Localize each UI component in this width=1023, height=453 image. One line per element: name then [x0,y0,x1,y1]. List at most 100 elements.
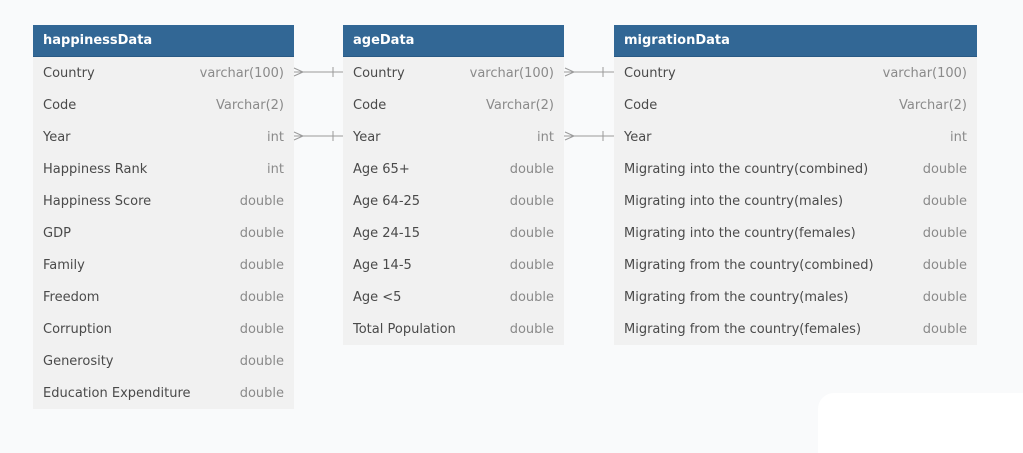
column-name: Happiness Score [43,193,152,209]
column-name: Migrating from the country(combined) [624,257,874,273]
table-row[interactable]: Country varchar(100) [614,57,977,89]
column-type: double [239,385,284,401]
column-type: double [509,289,554,305]
table-header[interactable]: migrationData [614,25,977,57]
relationship-connector[interactable] [564,67,614,77]
crows-foot-many-marker [293,131,305,141]
table-row[interactable]: Happiness Rank int [33,153,294,185]
table-happinessdata[interactable]: happinessData Country varchar(100) Code Va… [33,25,294,409]
column-name: Freedom [43,289,100,305]
table-row[interactable]: Total Population double [343,313,564,345]
column-type: double [922,289,967,305]
column-type: int [537,129,554,145]
column-name: Migrating into the country(males) [624,193,844,209]
column-type: double [239,225,284,241]
column-type: double [239,353,284,369]
table-row[interactable]: Age 65+ double [343,153,564,185]
column-name: Country [43,65,95,81]
column-name: Age 24-15 [353,225,421,241]
column-name: Corruption [43,321,112,337]
table-row[interactable]: Migrating into the country(males) double [614,185,977,217]
column-name: Migrating into the country(females) [624,225,856,241]
column-type: Varchar(2) [215,97,284,113]
column-type: double [922,161,967,177]
column-type: int [950,129,967,145]
column-type: double [509,225,554,241]
table-row[interactable]: Country varchar(100) [343,57,564,89]
column-name: Code [624,97,658,113]
column-name: Age 64-25 [353,193,421,209]
table-row[interactable]: Freedom double [33,281,294,313]
column-name: GDP [43,225,71,241]
column-name: Age 14-5 [353,257,412,273]
table-row[interactable]: Year int [343,121,564,153]
table-agedata[interactable]: ageData Country varchar(100) Code Varchar(… [343,25,564,345]
column-name: Country [353,65,405,81]
table-row[interactable]: Code Varchar(2) [614,89,977,121]
relationship-connector[interactable] [293,131,343,141]
crows-foot-many-marker [564,67,576,77]
column-type: Varchar(2) [485,97,554,113]
table-row[interactable]: GDP double [33,217,294,249]
table-row[interactable]: Age <5 double [343,281,564,313]
column-type: double [922,225,967,241]
table-row[interactable]: Code Varchar(2) [33,89,294,121]
table-migrationdata[interactable]: migrationData Country varchar(100) Code Va… [614,25,977,345]
column-name: Age 65+ [353,161,410,177]
column-name: Year [43,129,71,145]
column-type: double [239,289,284,305]
column-name: Year [353,129,381,145]
column-type: double [239,321,284,337]
column-name: Age <5 [353,289,402,305]
table-row[interactable]: Year int [614,121,977,153]
column-type: double [509,321,554,337]
column-type: varchar(100) [882,65,967,81]
column-type: double [239,193,284,209]
relationship-connector[interactable] [293,67,343,77]
column-name: Year [624,129,652,145]
column-name: Education Expenditure [43,385,191,401]
column-name: Migrating from the country(males) [624,289,849,305]
table-row[interactable]: Age 24-15 double [343,217,564,249]
column-name: Generosity [43,353,114,369]
table-row[interactable]: Age 14-5 double [343,249,564,281]
table-row[interactable]: Code Varchar(2) [343,89,564,121]
table-row[interactable]: Migrating from the country(females) doubl… [614,313,977,345]
table-row[interactable]: Happiness Score double [33,185,294,217]
table-row[interactable]: Generosity double [33,345,294,377]
column-name: Happiness Rank [43,161,148,177]
table-header[interactable]: ageData [343,25,564,57]
column-type: Varchar(2) [898,97,967,113]
column-type: int [267,161,284,177]
column-type: double [509,193,554,209]
column-name: Migrating into the country(combined) [624,161,869,177]
column-name: Country [624,65,676,81]
table-row[interactable]: Country varchar(100) [33,57,294,89]
column-type: double [509,161,554,177]
column-type: double [922,257,967,273]
table-header[interactable]: happinessData [33,25,294,57]
corner-panel [818,393,1023,453]
column-name: Code [43,97,77,113]
column-type: int [267,129,284,145]
column-type: double [922,321,967,337]
crows-foot-many-marker [564,131,576,141]
column-name: Total Population [353,321,456,337]
column-type: varchar(100) [199,65,284,81]
table-row[interactable]: Age 64-25 double [343,185,564,217]
column-type: double [922,193,967,209]
diagram-canvas: happinessData Country varchar(100) Code Va… [33,25,977,409]
table-row[interactable]: Migrating into the country(females) doubl… [614,217,977,249]
column-type: varchar(100) [469,65,554,81]
table-row[interactable]: Migrating into the country(combined) doub… [614,153,977,185]
table-row[interactable]: Year int [33,121,294,153]
table-row[interactable]: Family double [33,249,294,281]
column-name: Family [43,257,85,273]
table-row[interactable]: Corruption double [33,313,294,345]
table-row[interactable]: Migrating from the country(combined) doub… [614,249,977,281]
relationship-connector[interactable] [564,131,614,141]
crows-foot-many-marker [293,67,305,77]
column-name: Migrating from the country(females) [624,321,862,337]
table-row[interactable]: Education Expenditure double [33,377,294,409]
table-row[interactable]: Migrating from the country(males) double [614,281,977,313]
